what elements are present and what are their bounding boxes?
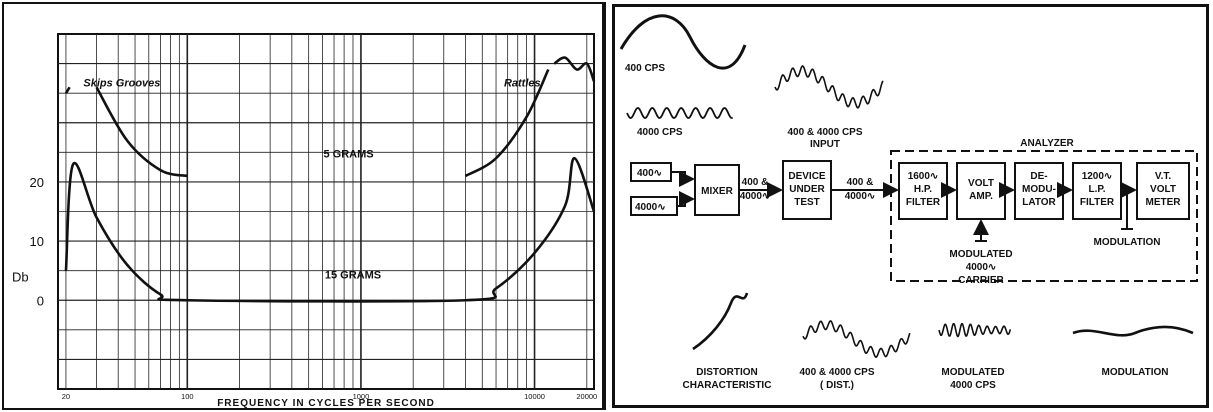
signal-after-device-line2: 4000∿ [845,191,876,202]
modulated-carrier-waveform [938,322,1012,338]
carrier-label-line2: 4000∿ [966,262,997,273]
volt-amp-block [956,162,1006,220]
carrier-label-line3: CARRIER [958,275,1004,286]
distortion-characteristic-curve [692,292,749,351]
lp-label-line3: FILTER [1080,197,1115,208]
series-label-15-grams: 15 GRAMS [325,270,381,282]
input-combined-waveform [774,65,884,109]
y-tick-label: 10 [30,234,44,249]
label-400-cps: 400 CPS [625,63,665,74]
volt-label-line1: VOLT [968,178,994,189]
label-4000-cps: 4000 CPS [637,127,683,138]
dist-label-line1: 400 & 4000 CPS [799,367,874,378]
hp-label-line3: FILTER [906,197,941,208]
device-label-line1: DEVICE [788,171,826,182]
device-under-test-block [782,160,832,220]
annotation-skips-grooves: Skips Grooves [83,77,160,89]
x-tick-label: 20000 [576,392,597,401]
distortion-label-line1: DISTORTION [696,367,757,378]
modulated-label-line1: MODULATED [941,367,1004,378]
series-5-grams-curve [64,86,71,94]
x-axis-label: FREQUENCY IN CYCLES PER SECOND [217,398,435,409]
dist-label-line2: ( DIST.) [820,380,854,391]
modulation-bottom-label: MODULATION [1101,367,1168,378]
wire-400-to-mixer [671,171,695,187]
carrier-label-line1: MODULATED [949,249,1012,260]
signal-after-mixer-line1: 400 & [742,177,769,188]
lp-filter-block [1072,162,1122,220]
volt-label-line2: AMP. [969,191,993,202]
frequency-response-chart: 20 100 1000 10000 20000 0 10 20 Db FREQUENCY IN C… [12,33,597,409]
vt-voltmeter-block [1136,162,1190,220]
lp-label-line2: L.P. [1088,184,1105,195]
series-5-grams-curve [553,56,596,82]
frequency-response-panel: 20 100 1000 10000 20000 0 10 20 Db FREQUENCY IN C… [2,2,606,410]
y-tick-label: 20 [30,175,44,190]
y-axis-label: Db [12,270,29,285]
distorted-combined-waveform [802,319,911,358]
demod-label-line3: LATOR [1022,197,1056,208]
vt-label-line1: V.T. [1155,171,1172,182]
demodulator-block [1014,162,1064,220]
device-label-line2: UNDER [789,184,825,195]
distortion-label-line2: CHARACTERISTIC [683,380,772,391]
sine-4000-waveform [626,107,734,119]
modulation-envelope-waveform [1072,325,1194,337]
analyzer-frame [890,150,1198,282]
input-label-line2: INPUT [810,139,840,150]
input-label-line1: 400 & 4000 CPS [787,127,862,138]
distortion-analyzer-panel: 400 CPS 4000 CPS 400 & 4000 CPS INPUT AN… [612,4,1209,408]
mixer-block [694,164,740,216]
signal-after-mixer-line2: 4000∿ [740,191,771,202]
series-5-grams-curve [95,86,188,178]
series-15-grams-curve [64,156,596,303]
hp-label-line2: H.P. [914,184,932,195]
demod-label-line2: MODU- [1022,184,1056,195]
annotation-rattles: Rattles [504,77,541,89]
x-tick-label: 1000 [353,392,370,401]
vt-label-line3: METER [1146,197,1182,208]
source-400-label: 400∿ [637,168,662,179]
modulation-out-label: MODULATION [1093,237,1160,248]
demod-label-line1: DE- [1030,171,1047,182]
hp-label-line1: 1600∿ [908,171,939,182]
y-tick-label: 0 [37,293,44,308]
mixer-label: MIXER [701,186,733,197]
x-tick-label: 10000 [524,392,545,401]
vt-label-line2: VOLT [1150,184,1176,195]
wire-4000-to-mixer [677,191,695,207]
distortion-analyzer-diagram: 400 CPS 4000 CPS 400 & 4000 CPS INPUT AN… [619,14,1198,391]
source-4000-label: 4000∿ [635,202,666,213]
sine-400-waveform [619,14,747,70]
series-5-grams-curve [464,68,550,178]
modulated-label-line2: 4000 CPS [950,380,996,391]
x-tick-label: 20 [62,392,70,401]
x-tick-label: 100 [181,392,194,401]
analyzer-title: ANALYZER [1020,138,1074,149]
signal-after-device-line1: 400 & [847,177,874,188]
lp-label-line1: 1200∿ [1082,171,1113,182]
device-label-line3: TEST [794,197,820,208]
series-label-5-grams: 5 GRAMS [323,148,373,160]
